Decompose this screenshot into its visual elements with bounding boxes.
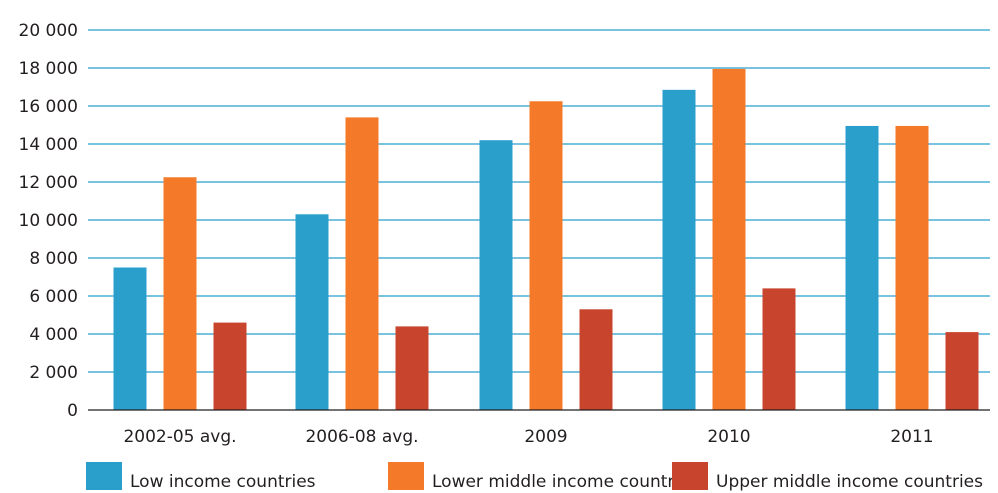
x-axis: 2002-05 avg. 2006-08 avg. 2009 2010 2011 bbox=[123, 427, 933, 447]
y-tick-label: 2 000 bbox=[29, 363, 78, 383]
bar bbox=[895, 125, 929, 410]
y-tick-label: 8 000 bbox=[29, 249, 78, 269]
legend-label: Upper middle income countries bbox=[716, 472, 983, 492]
bar bbox=[163, 177, 197, 410]
bar bbox=[662, 89, 696, 410]
legend-label: Low income countries bbox=[130, 472, 316, 492]
x-tick-label: 2011 bbox=[890, 427, 933, 447]
y-tick-label: 0 bbox=[67, 401, 78, 421]
bar bbox=[712, 68, 746, 410]
bar bbox=[845, 125, 879, 410]
bar bbox=[579, 309, 613, 410]
bar bbox=[529, 101, 563, 410]
x-tick-label: 2006-08 avg. bbox=[305, 427, 418, 447]
bar bbox=[945, 332, 979, 410]
bars bbox=[113, 68, 979, 411]
y-tick-label: 18 000 bbox=[19, 59, 78, 79]
series-0 bbox=[113, 89, 879, 410]
y-tick-label: 14 000 bbox=[19, 135, 78, 155]
y-axis: 0 2 000 4 000 6 000 8 000 10 000 12 000 14 000 1… bbox=[19, 21, 78, 421]
legend-swatch bbox=[388, 462, 424, 490]
x-tick-label: 2002-05 avg. bbox=[123, 427, 236, 447]
legend: Low income countries Lower middle income … bbox=[86, 462, 983, 492]
bar bbox=[395, 326, 429, 410]
bar bbox=[113, 267, 147, 410]
y-tick-label: 4 000 bbox=[29, 325, 78, 345]
y-tick-label: 16 000 bbox=[19, 97, 78, 117]
legend-swatch bbox=[672, 462, 708, 490]
legend-swatch bbox=[86, 462, 122, 490]
y-tick-label: 6 000 bbox=[29, 287, 78, 307]
y-tick-label: 12 000 bbox=[19, 173, 78, 193]
bar bbox=[762, 288, 796, 410]
series-2 bbox=[213, 288, 979, 410]
legend-label: Lower middle income countries bbox=[432, 472, 699, 492]
x-tick-label: 2010 bbox=[707, 427, 750, 447]
bar bbox=[295, 214, 329, 410]
bar bbox=[479, 140, 513, 410]
series-1 bbox=[163, 68, 929, 411]
bar bbox=[345, 117, 379, 411]
y-tick-label: 20 000 bbox=[19, 21, 78, 41]
y-tick-label: 10 000 bbox=[19, 211, 78, 231]
bar bbox=[213, 322, 247, 410]
x-tick-label: 2009 bbox=[524, 427, 567, 447]
